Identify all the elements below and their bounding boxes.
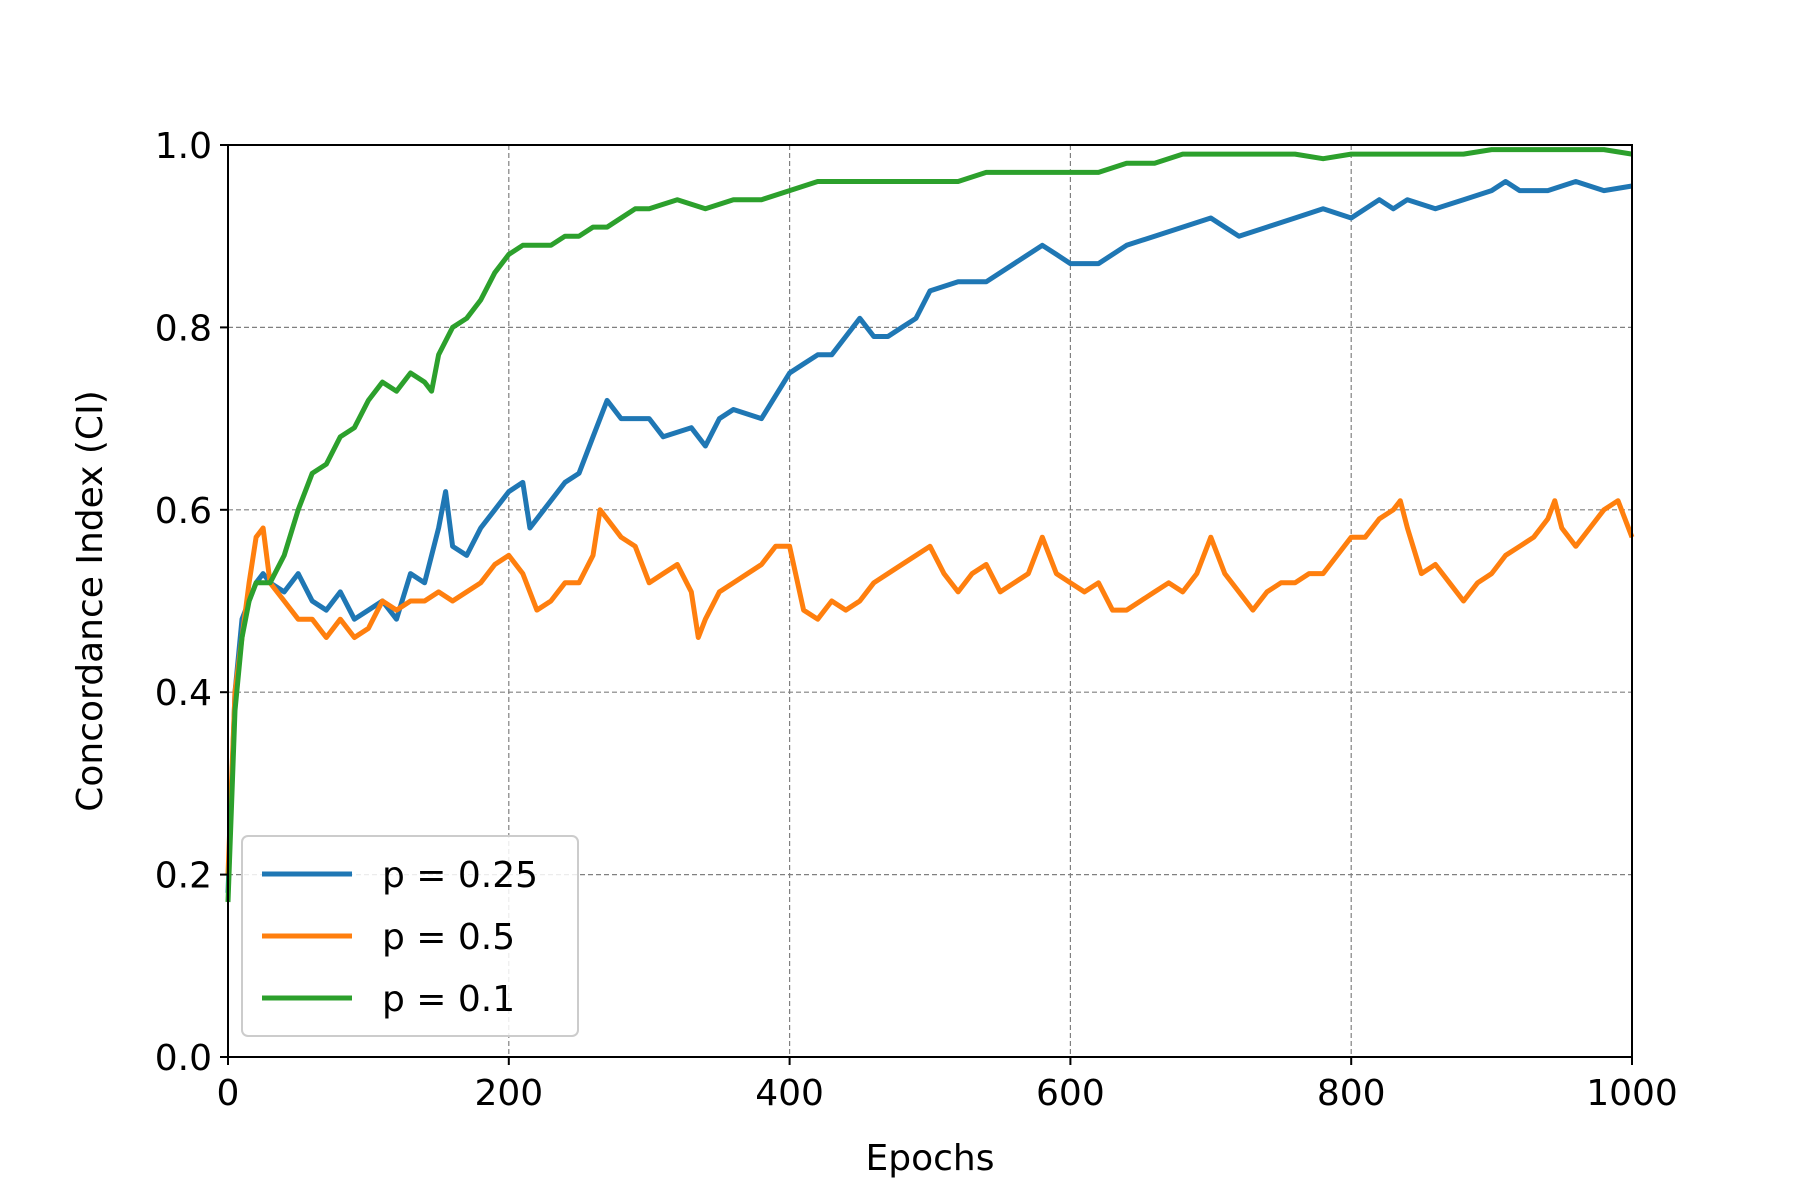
legend-label-0: p = 0.25	[382, 855, 538, 896]
x-tick-label: 400	[755, 1073, 824, 1114]
x-tick-label: 600	[1036, 1073, 1105, 1114]
plot-lines	[225, 147, 1635, 903]
legend: p = 0.25 p = 0.5 p = 0.1	[241, 835, 579, 1037]
x-tick-label: 0	[217, 1073, 240, 1114]
y-axis-ticks: 0.0 0.2 0.4 0.6 0.8 1.0	[155, 126, 228, 1079]
x-tick-label: 800	[1317, 1073, 1386, 1114]
series-line-1	[225, 498, 1635, 875]
y-tick-label: 0.6	[155, 491, 212, 532]
x-axis-ticks: 0 200 400 600 800 1000	[217, 1057, 1678, 1114]
y-tick-label: 1.0	[155, 126, 212, 167]
x-axis-title: Epochs	[866, 1138, 995, 1179]
plot-frame	[227, 144, 1633, 1058]
series-line-0	[225, 179, 1633, 893]
y-axis-title: Concordance Index (CI)	[70, 390, 111, 811]
y-tick-label: 0.8	[155, 308, 212, 349]
y-tick-label: 0.4	[155, 673, 212, 714]
legend-label-2: p = 0.1	[382, 979, 515, 1020]
y-tick-label: 0.2	[155, 856, 212, 897]
x-tick-label: 1000	[1586, 1073, 1678, 1114]
legend-label-1: p = 0.5	[382, 917, 515, 958]
x-tick-label: 200	[474, 1073, 543, 1114]
y-tick-label: 0.0	[155, 1038, 212, 1079]
legend-box	[241, 835, 579, 1037]
series-line-2	[225, 147, 1633, 903]
